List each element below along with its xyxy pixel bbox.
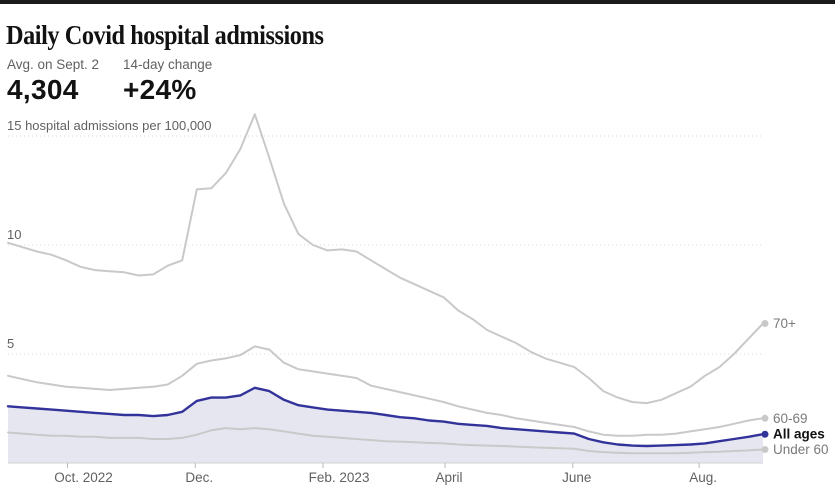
stat-average: Avg. on Sept. 2 4,304 [7,57,99,106]
area-fill-all-ages [8,387,763,463]
line-60-69 [7,345,764,437]
legend-label-70: 70+ [773,316,796,331]
end-dot-all-ages [761,430,769,438]
x-axis-label-april: April [436,470,463,485]
line-70 [7,113,764,405]
legend-label-all-ages: All ages [773,427,825,442]
line-all-ages [6,386,765,448]
legend-label-60-69: 60-69 [773,411,808,426]
x-axis-label-oct-2022: Oct. 2022 [54,470,113,485]
stat-change-value: +24% [123,74,197,105]
y-axis-label-5: 5 [7,336,14,351]
end-dot-60-69 [761,414,769,422]
x-axis-label-dec: Dec. [185,470,213,485]
y-axis-label-15: 15 hospital admissions per 100,000 [7,118,212,133]
line-under-60 [7,427,764,455]
stat-average-value: 4,304 [7,74,79,105]
end-dot-under-60 [761,445,769,453]
top-rule [0,0,835,4]
end-dot-70 [761,319,769,327]
x-axis-label-feb-2023: Feb. 2023 [309,470,370,485]
stat-change-label: 14-day change [123,57,213,72]
stat-change: 14-day change +24% [123,57,212,106]
y-axis-label-10: 10 [7,227,21,242]
page-title: Daily Covid hospital admissions [6,20,324,50]
x-axis-label-june: June [562,470,591,485]
x-axis-label-aug: Aug. [689,470,717,485]
stat-average-label: Avg. on Sept. 2 [7,57,100,72]
legend-label-under-60: Under 60 [773,442,829,457]
